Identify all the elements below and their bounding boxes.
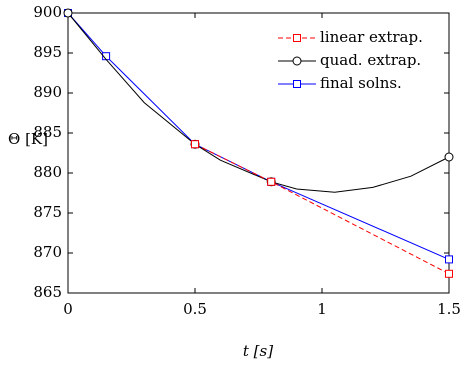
series-line: [194, 143, 450, 275]
legend-label: quad. extrap.: [320, 51, 421, 69]
x-tick-label: 0.5: [183, 300, 207, 318]
y-tick-label: 870: [33, 243, 62, 261]
y-tick-label: 900: [33, 3, 62, 21]
x-tick-label: 1: [317, 300, 327, 318]
y-tick-label: 895: [33, 43, 62, 61]
x-axis-label: t [s]: [243, 342, 273, 360]
data-point: [444, 152, 454, 162]
legend-marker: [293, 80, 301, 88]
data-point: [267, 177, 276, 186]
y-tick-label: 890: [33, 83, 62, 101]
legend-label: linear extrap.: [320, 28, 423, 46]
x-tick-label: 0: [63, 300, 73, 318]
legend-marker: [292, 56, 302, 66]
legend-label: final solns.: [320, 74, 402, 92]
data-point: [63, 8, 73, 18]
y-tick-label: 880: [33, 163, 62, 181]
data-point: [445, 255, 453, 264]
series-line: [67, 12, 450, 260]
legend-marker: [293, 34, 301, 42]
x-tick-label: 1.5: [437, 300, 461, 318]
y-axis-label: Θ [K]: [8, 130, 48, 148]
y-tick-label: 865: [33, 283, 62, 301]
y-tick-label: 885: [33, 123, 62, 141]
data-point: [191, 140, 199, 149]
data-point: [445, 269, 453, 278]
y-tick-label: 875: [33, 203, 62, 221]
